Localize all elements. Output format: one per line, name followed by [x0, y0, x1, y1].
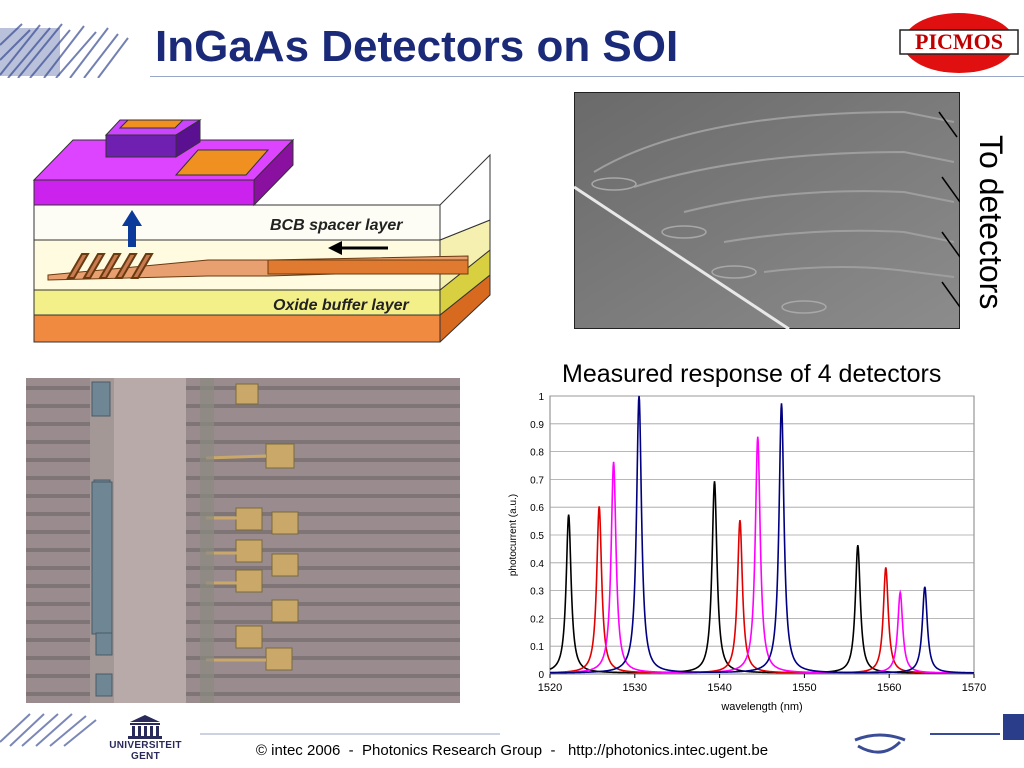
- x-axis-label: wavelength (nm): [720, 701, 802, 713]
- y-tick-label: 0.9: [530, 420, 544, 431]
- footer-accent-square: [1003, 714, 1024, 740]
- university-name-line1: UNIVERSITEIT: [109, 740, 182, 751]
- logo-text: PICMOS: [915, 29, 1003, 54]
- picmos-logo: PICMOS: [899, 13, 1019, 73]
- x-tick-label: 1540: [707, 682, 731, 694]
- y-tick-label: 0.8: [530, 448, 544, 459]
- series-line-1: [549, 506, 974, 674]
- x-tick-label: 1570: [962, 682, 986, 694]
- light-direction-arrow: [328, 241, 388, 255]
- x-tick-label: 1560: [877, 682, 901, 694]
- intec-logo: [854, 733, 906, 754]
- ugent-logo: UNIVERSITEIT GENT: [108, 714, 183, 766]
- y-tick-label: 0.4: [530, 559, 544, 570]
- to-detectors-label: To detectors: [962, 135, 1022, 325]
- series-line-3: [549, 395, 975, 674]
- x-tick-label: 1530: [623, 682, 647, 694]
- y-axis-label: photocurrent (a.u.): [508, 494, 519, 576]
- y-tick-label: 1: [538, 392, 544, 403]
- ugent-building-icon: [128, 715, 162, 739]
- y-tick-label: 0.6: [530, 503, 544, 514]
- series-line-0: [549, 481, 974, 674]
- x-tick-label: 1550: [792, 682, 816, 694]
- footer-decoration: [0, 713, 1000, 754]
- y-tick-label: 0.2: [530, 614, 544, 625]
- title-divider: [150, 76, 1024, 77]
- upward-coupling-arrow: [122, 210, 142, 247]
- bcb-spacer-label: BCB spacer layer: [270, 217, 403, 234]
- chart-caption: Measured response of 4 detectors: [562, 360, 942, 388]
- series-line-2: [550, 436, 974, 674]
- to-detectors-text: To detectors: [973, 135, 1009, 310]
- y-tick-label: 0.1: [530, 642, 544, 653]
- slide-title: InGaAs Detectors on SOI: [155, 22, 679, 71]
- microscope-photo: [26, 378, 460, 703]
- y-tick-label: 0.7: [530, 475, 544, 486]
- y-tick-label: 0.3: [530, 587, 544, 598]
- footer-copyright: © intec 2006 - Photonics Research Group …: [255, 742, 769, 759]
- photocurrent-chart: 0 0.1 0.2 0.3 0.4 0.5 0.6 0.7 0.8 0.9 1 1520 1530 154…: [508, 392, 986, 713]
- header-decoration: [0, 20, 135, 78]
- y-tick-label: 0: [538, 670, 544, 681]
- detector-layer-schematic: Oxide buffer layer BCB spacer layer: [32, 119, 491, 343]
- y-tick-label: 0.5: [530, 531, 544, 542]
- sem-waveguide-photo: [574, 92, 960, 329]
- oxide-buffer-label: Oxide buffer layer: [273, 297, 410, 314]
- x-tick-label: 1520: [538, 682, 562, 694]
- university-name-line2: GENT: [131, 751, 160, 762]
